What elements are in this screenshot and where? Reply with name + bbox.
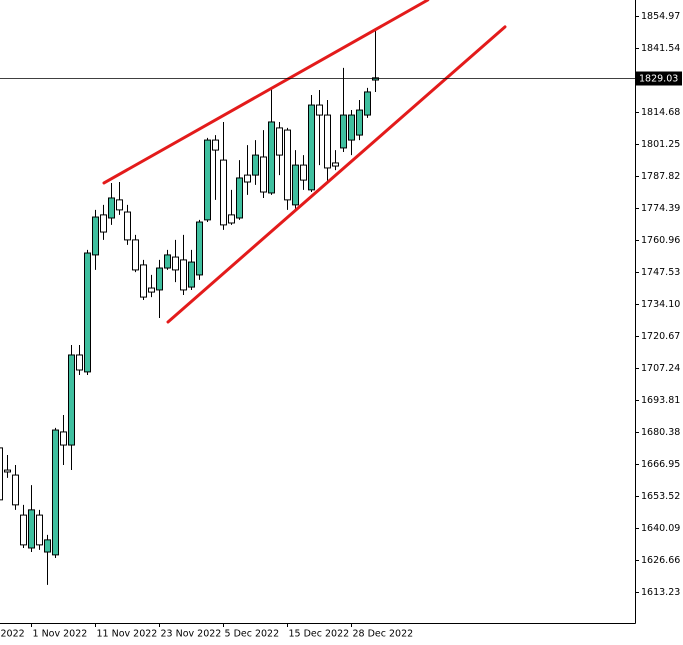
candle-body bbox=[172, 256, 179, 271]
current-price-box bbox=[636, 71, 682, 86]
y-tick-label: 1787.82 bbox=[641, 171, 680, 182]
candle-body bbox=[164, 254, 171, 269]
candle-body bbox=[372, 77, 379, 81]
y-tick-label: 1666.95 bbox=[641, 459, 680, 470]
y-tick-label: 1707.24 bbox=[641, 363, 680, 374]
candle-body bbox=[324, 114, 331, 169]
candle-body bbox=[108, 197, 115, 219]
candle-body bbox=[84, 252, 91, 373]
candle-body bbox=[204, 139, 211, 221]
candle-body bbox=[228, 214, 235, 224]
x-tick-label: 28 Dec 2022 bbox=[353, 629, 414, 640]
y-tick-label: 1720.67 bbox=[641, 331, 680, 342]
y-tick-label: 1693.81 bbox=[641, 395, 680, 406]
x-tick-label: 11 Nov 2022 bbox=[97, 629, 158, 640]
candle-body bbox=[220, 159, 227, 226]
y-tick-label: 1814.68 bbox=[641, 107, 680, 118]
candle-body bbox=[364, 91, 371, 116]
x-tick-label: 5 Dec 2022 bbox=[225, 629, 280, 640]
y-tick-label: 1626.66 bbox=[641, 555, 680, 566]
y-tick-label: 1747.53 bbox=[641, 267, 680, 278]
y-tick-label: 1854.97 bbox=[641, 11, 680, 22]
candle-body bbox=[244, 174, 251, 183]
candle-body bbox=[52, 429, 59, 556]
candle-body bbox=[300, 164, 307, 181]
candle-body bbox=[60, 431, 67, 446]
candle-body bbox=[284, 129, 291, 201]
candle-body bbox=[236, 177, 243, 219]
y-tick-label: 1841.54 bbox=[641, 43, 680, 54]
candle-body bbox=[260, 156, 267, 193]
candle-body bbox=[156, 267, 163, 291]
candle-body bbox=[12, 474, 19, 506]
candle-body bbox=[4, 469, 11, 473]
candle-body bbox=[292, 164, 299, 206]
candle-body bbox=[340, 114, 347, 149]
y-tick-label: 1774.39 bbox=[641, 203, 680, 214]
candle-body bbox=[92, 216, 99, 256]
candle-body bbox=[20, 514, 27, 546]
candle-body bbox=[316, 104, 323, 116]
candle-body bbox=[276, 127, 283, 156]
candle-body bbox=[124, 211, 131, 241]
candle-body bbox=[332, 162, 339, 167]
candle-body bbox=[0, 447, 3, 501]
y-tick-label: 1801.25 bbox=[641, 139, 680, 150]
y-tick-label: 1760.96 bbox=[641, 235, 680, 246]
candle-body bbox=[28, 509, 35, 549]
y-tick-label: 1653.52 bbox=[641, 491, 680, 502]
y-tick-label: 1680.38 bbox=[641, 427, 680, 438]
candle-body bbox=[188, 261, 195, 288]
x-tick-label: 23 Nov 2022 bbox=[161, 629, 222, 640]
x-tick-label: 2022 bbox=[1, 629, 25, 640]
candle-body bbox=[44, 539, 51, 553]
trend-line bbox=[102, 0, 430, 185]
y-tick-label: 1640.09 bbox=[641, 523, 680, 534]
x-tick-label: 15 Dec 2022 bbox=[289, 629, 350, 640]
current-price-label: 1829.03 bbox=[639, 74, 678, 85]
candle-body bbox=[116, 199, 123, 211]
candle-body bbox=[36, 514, 43, 546]
y-tick-label: 1613.23 bbox=[641, 587, 680, 598]
candle-body bbox=[132, 239, 139, 271]
candle-body bbox=[100, 214, 107, 233]
y-tick-label: 1734.10 bbox=[641, 299, 680, 310]
candle-body bbox=[148, 287, 155, 293]
x-tick-label: 1 Nov 2022 bbox=[33, 629, 88, 640]
candle-body bbox=[68, 354, 75, 446]
candle-body bbox=[76, 354, 83, 371]
candle-body bbox=[140, 264, 147, 298]
candle-body bbox=[252, 154, 259, 176]
candle-body bbox=[196, 221, 203, 276]
candle-body bbox=[180, 259, 187, 291]
plot-area bbox=[0, 0, 507, 585]
trend-line bbox=[166, 25, 507, 324]
candle-body bbox=[356, 109, 363, 136]
candle-body bbox=[308, 104, 315, 191]
candle-body bbox=[348, 114, 355, 141]
candle-body bbox=[268, 121, 275, 194]
candle-body bbox=[212, 139, 219, 151]
